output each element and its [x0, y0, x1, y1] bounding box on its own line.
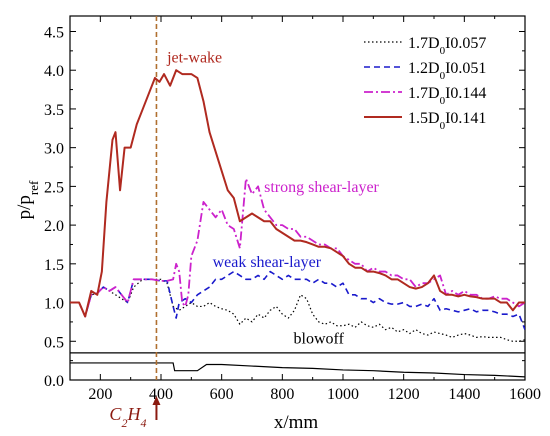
x-tick-label: 1400: [448, 386, 480, 403]
y-tick-label: 0.5: [44, 334, 64, 351]
y-axis-label: p/pref: [14, 180, 41, 219]
injection-species-label: C2H4: [109, 404, 146, 430]
annotation-3: weak shear-layer: [213, 254, 322, 271]
x-tick-label: 1600: [509, 386, 541, 403]
y-axis-label-main: p/p: [14, 195, 35, 219]
legend-label-main: 1.7D: [408, 85, 440, 102]
y-tick-label: 3.5: [44, 102, 64, 119]
legend-label-2: 1.2D0I0.051: [408, 60, 486, 82]
annotations: jet-wake strong shear-layer weak shear-lay…: [166, 49, 379, 347]
y-tick-label: 1.5: [44, 257, 64, 274]
legend-label-rest: I0.144: [445, 85, 486, 102]
marker-label-h: H: [126, 404, 141, 424]
series-line-3: [70, 177, 525, 318]
injection-arrow-head: [152, 396, 161, 405]
legend-label-sub: 0: [440, 120, 446, 132]
x-tick-label: 1200: [388, 386, 420, 403]
annotation-1: jet-wake: [166, 49, 222, 66]
y-tick-label: 4.0: [44, 63, 64, 80]
nozzle-profile: [70, 352, 525, 378]
marker-label-sub1: 2: [121, 416, 127, 430]
annotation-2: strong shear-layer: [264, 179, 379, 196]
y-tick-label: 4.5: [44, 24, 64, 41]
x-tick-label: 800: [270, 386, 294, 403]
x-tick-label: 200: [88, 386, 112, 403]
y-axis-label-sub: ref: [26, 180, 41, 195]
legend-label-main: 1.2D: [408, 60, 440, 77]
legend-label-rest: I0.051: [445, 60, 486, 77]
y-tick-label: 1.0: [44, 296, 64, 313]
profile-bottom-line: [70, 362, 525, 378]
marker-label-sub2: 4: [140, 416, 146, 430]
series-group: [70, 69, 525, 342]
y-tick-label: 2.5: [44, 179, 64, 196]
injection-marker-label: C2H4: [109, 396, 161, 430]
legend-label-rest: I0.057: [445, 35, 486, 52]
series-line-2: [70, 270, 525, 330]
x-tick-label: 1000: [327, 386, 359, 403]
legend-label-sub: 0: [440, 70, 446, 82]
legend: 1.7D0I0.0571.2D0I0.0511.7D0I0.1441.5D0I0…: [364, 35, 486, 132]
legend-label-4: 1.5D0I0.141: [408, 110, 486, 132]
plot-frame: [69, 15, 526, 381]
legend-label-main: 1.5D: [408, 110, 440, 127]
y-tick-label: 3.0: [44, 141, 64, 158]
y-tick-label: 0.0: [44, 373, 64, 390]
legend-label-sub: 0: [440, 95, 446, 107]
x-tick-label: 400: [149, 386, 173, 403]
marker-label-c: C: [109, 404, 122, 424]
y-tick-labels: 0.0 0.5 1.0 1.5 2.0 2.5 3.0 3.5 4.0 4.5: [44, 24, 64, 390]
y-tick-label: 2.0: [44, 218, 64, 235]
x-tick-labels: 200 400 600 800 1000 1200 1400 1600: [88, 386, 541, 403]
series-line-4: [70, 69, 525, 318]
legend-label-1: 1.7D0I0.057: [408, 35, 486, 57]
legend-label-main: 1.7D: [408, 35, 440, 52]
legend-label-sub: 0: [440, 45, 446, 57]
x-tick-label: 600: [210, 386, 234, 403]
x-axis-label: x/mm: [274, 412, 319, 433]
legend-label-3: 1.7D0I0.144: [408, 85, 486, 107]
legend-label-rest: I0.141: [445, 110, 486, 127]
annotation-4: blowoff: [294, 331, 345, 348]
